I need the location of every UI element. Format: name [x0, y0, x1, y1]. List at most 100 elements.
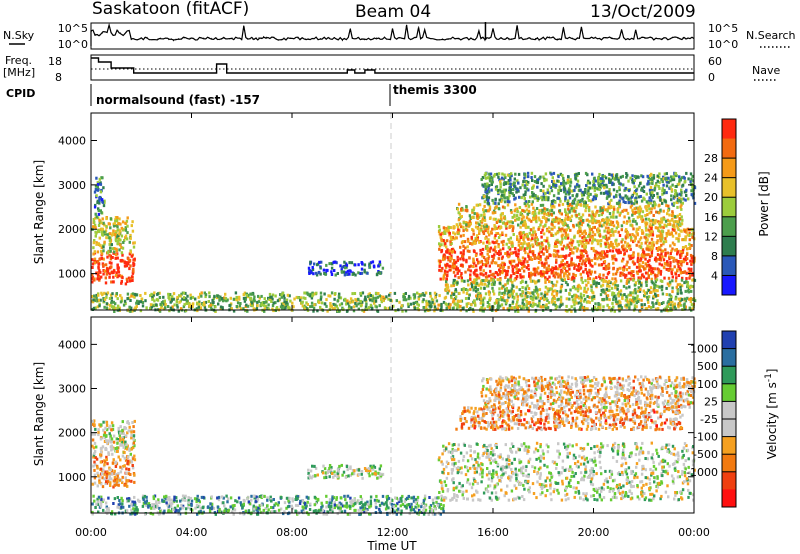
data-cell [637, 240, 640, 244]
data-cell [648, 188, 652, 192]
data-cell [645, 277, 648, 281]
data-cell [505, 242, 508, 246]
data-cell [198, 300, 201, 304]
data-cell [118, 248, 121, 252]
data-cell [559, 301, 563, 305]
data-cell [429, 294, 432, 298]
data-cell [680, 284, 684, 288]
data-cell [468, 219, 472, 223]
data-cell [474, 225, 478, 229]
power-colorbar-swatch [722, 177, 736, 198]
data-cell [612, 295, 615, 299]
data-cell [580, 262, 584, 266]
data-cell [453, 225, 456, 229]
data-cell [92, 218, 95, 221]
data-cell [663, 217, 666, 221]
data-cell [365, 307, 368, 311]
data-cell [114, 233, 117, 237]
data-cell [149, 307, 152, 310]
data-cell [128, 252, 132, 256]
data-cell [557, 180, 560, 183]
data-cell [550, 209, 554, 212]
data-cell [364, 305, 368, 309]
data-cell [103, 305, 106, 309]
data-cell [680, 263, 683, 267]
data-cell [571, 241, 574, 245]
data-cell [438, 264, 441, 268]
data-cell [664, 251, 667, 255]
data-cell [634, 235, 637, 239]
data-cell [446, 291, 449, 295]
data-cell [188, 304, 191, 308]
data-cell [121, 246, 125, 250]
data-cell [577, 223, 580, 227]
data-cell [466, 237, 470, 241]
data-cell [612, 233, 615, 237]
data-cell [488, 249, 492, 253]
data-cell [446, 250, 449, 254]
data-cell [656, 284, 659, 288]
data-cell [573, 293, 576, 297]
data-cell [445, 277, 448, 281]
data-cell [573, 266, 576, 270]
data-cell [596, 242, 600, 246]
data-cell [507, 265, 510, 269]
data-cell [484, 188, 487, 191]
data-cell [359, 293, 363, 297]
data-cell [612, 245, 615, 249]
data-cell [481, 254, 484, 258]
data-cell [621, 238, 624, 242]
data-cell [673, 194, 676, 198]
data-cell [119, 238, 122, 242]
data-cell [639, 288, 642, 292]
data-cell [683, 281, 686, 285]
data-cell [640, 305, 644, 309]
data-cell [650, 229, 653, 233]
data-cell [612, 213, 615, 217]
data-cell [462, 290, 465, 294]
data-cell [457, 202, 461, 206]
data-cell [557, 175, 560, 179]
data-cell [585, 218, 588, 222]
data-cell [558, 218, 561, 222]
data-cell [659, 208, 662, 212]
freq-trace [91, 57, 694, 74]
data-cell [644, 217, 648, 221]
data-cell [638, 244, 641, 248]
data-cell [553, 275, 557, 279]
data-cell [516, 298, 519, 302]
data-cell [105, 224, 108, 228]
data-cell [430, 297, 434, 301]
data-cell [680, 278, 684, 282]
data-cell [484, 275, 488, 279]
data-cell [281, 306, 284, 310]
data-cell [443, 257, 446, 261]
data-cell [539, 296, 542, 300]
data-cell [488, 292, 491, 296]
data-cell [687, 267, 690, 271]
data-cell [603, 252, 607, 256]
data-cell [600, 284, 603, 288]
data-cell [96, 181, 99, 185]
data-cell [554, 289, 557, 293]
data-cell [469, 222, 472, 226]
data-cell [649, 174, 652, 178]
data-cell [538, 302, 541, 305]
data-cell [481, 176, 485, 179]
data-cell [533, 230, 537, 234]
data-cell [97, 209, 100, 213]
power-colorbar-swatch [722, 216, 736, 237]
data-cell [660, 302, 664, 305]
data-cell [644, 280, 648, 284]
data-cell [662, 177, 665, 181]
data-cell [204, 300, 208, 304]
data-cell [536, 195, 539, 199]
data-cell [667, 309, 670, 313]
data-cell [467, 239, 470, 243]
data-cell [671, 227, 675, 231]
data-cell [527, 264, 530, 267]
data-cell [114, 302, 117, 306]
data-cell [469, 217, 472, 220]
data-cell [552, 294, 556, 298]
data-cell [649, 201, 652, 205]
